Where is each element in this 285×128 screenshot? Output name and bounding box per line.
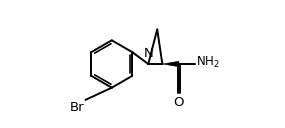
Polygon shape — [162, 61, 179, 67]
Text: N: N — [143, 47, 153, 60]
Text: NH$_2$: NH$_2$ — [196, 55, 219, 70]
Text: Br: Br — [70, 101, 84, 114]
Text: O: O — [174, 96, 184, 109]
